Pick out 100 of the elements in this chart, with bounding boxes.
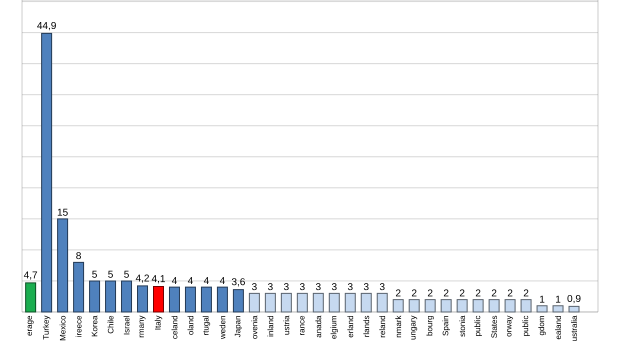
x-tick-label: Israel <box>124 316 130 334</box>
bar <box>440 299 452 312</box>
bar <box>328 292 340 312</box>
bar <box>57 218 68 312</box>
x-tick-label: Japan <box>234 316 242 338</box>
data-label: 4 <box>204 277 209 284</box>
x-tick-label: gdom <box>538 316 546 336</box>
x-tick-label: oland <box>188 316 194 335</box>
x-tick-label: public <box>474 316 482 336</box>
x-tick-label: Korea <box>92 316 98 336</box>
x-tick-label: anada <box>315 316 322 338</box>
data-label: 15 <box>58 208 68 216</box>
bar <box>392 299 404 312</box>
data-label: 2 <box>476 289 480 296</box>
bar <box>456 299 468 312</box>
bar <box>360 292 372 312</box>
data-label: 2 <box>524 289 528 296</box>
x-tick-label: ustria <box>283 316 290 335</box>
x-tick-label: rmany <box>140 316 146 338</box>
bar <box>488 299 500 312</box>
data-label: 2 <box>412 289 416 296</box>
data-label: 2 <box>444 289 448 296</box>
data-label: 4 <box>188 277 193 284</box>
bar <box>200 286 212 312</box>
x-tick-label: erland <box>347 316 354 338</box>
data-label: 3 <box>332 283 337 290</box>
bar <box>376 292 388 312</box>
bar <box>344 292 356 312</box>
x-tick-label: Italy <box>154 316 162 330</box>
bar <box>105 280 116 312</box>
x-tick-label: elgium <box>330 316 338 339</box>
x-tick-label: nmark <box>395 316 402 338</box>
bar <box>280 292 292 312</box>
bar <box>168 286 180 312</box>
data-label: 2 <box>508 289 512 296</box>
data-label: 44,9 <box>37 22 56 30</box>
data-label: 3 <box>268 283 273 290</box>
x-tick-label: Spain <box>442 316 450 336</box>
bar <box>552 305 564 312</box>
data-label: 2 <box>492 289 496 296</box>
data-label: 4,1 <box>152 275 165 284</box>
bar <box>296 292 308 312</box>
bar <box>152 286 164 312</box>
data-label: 4 <box>172 277 177 284</box>
x-tick-label: celand <box>172 316 178 339</box>
x-tick-label: reland <box>379 316 386 338</box>
x-tick-label: Mexico <box>60 316 66 340</box>
x-tick-label: ungary <box>411 316 418 340</box>
bar <box>248 292 260 312</box>
data-label: 4,7 <box>24 271 38 280</box>
x-tick-label: Turkey <box>42 316 50 340</box>
x-tick-label: orway <box>507 316 514 337</box>
bar <box>408 299 420 312</box>
bar <box>41 32 52 312</box>
data-label: 3 <box>364 283 369 290</box>
data-label: 3 <box>252 283 257 290</box>
data-label: 3 <box>284 283 289 290</box>
bar <box>504 299 516 312</box>
x-tick-label: ovenia <box>251 316 258 339</box>
bar <box>536 305 548 312</box>
bar <box>137 285 148 312</box>
data-label: 1 <box>540 296 544 303</box>
bar <box>520 299 532 312</box>
x-tick-label: rtugal <box>202 316 210 335</box>
data-label: 5 <box>124 270 129 278</box>
bar <box>472 299 484 312</box>
bar <box>568 306 580 312</box>
bar <box>424 299 436 312</box>
bar <box>184 286 196 312</box>
data-label: 3,6 <box>232 278 245 286</box>
x-tick-label: ireece <box>76 316 82 337</box>
x-tick-label: bourg <box>426 316 434 336</box>
x-tick-label: ustralia <box>571 316 577 341</box>
data-label: 2 <box>428 289 432 296</box>
data-label: 3 <box>300 283 305 290</box>
data-label: 8 <box>76 252 81 260</box>
x-tick-label: stonia <box>459 316 466 337</box>
data-label: 3 <box>348 283 353 290</box>
x-tick-label: erage <box>28 316 34 336</box>
x-tick-label: States <box>491 316 497 338</box>
bar <box>73 262 84 312</box>
data-label: 3 <box>380 283 385 290</box>
data-label: 2 <box>460 289 464 296</box>
bar <box>89 280 100 312</box>
data-label: 3 <box>316 283 321 290</box>
x-tick-label: weden <box>219 316 226 340</box>
bar <box>264 292 276 312</box>
bar <box>25 282 36 312</box>
data-label: 1 <box>556 296 560 303</box>
x-tick-label: rance <box>300 316 305 335</box>
x-tick-label: public <box>522 316 530 336</box>
bar <box>232 289 244 312</box>
data-label: 5 <box>92 270 97 278</box>
data-label: 4 <box>220 277 225 284</box>
data-label: 5 <box>108 270 113 278</box>
bar <box>312 292 324 312</box>
bar <box>216 286 228 312</box>
x-tick-label: rlands <box>363 316 370 337</box>
data-label: 4,2 <box>136 274 149 283</box>
x-tick-label: inland <box>267 316 274 336</box>
